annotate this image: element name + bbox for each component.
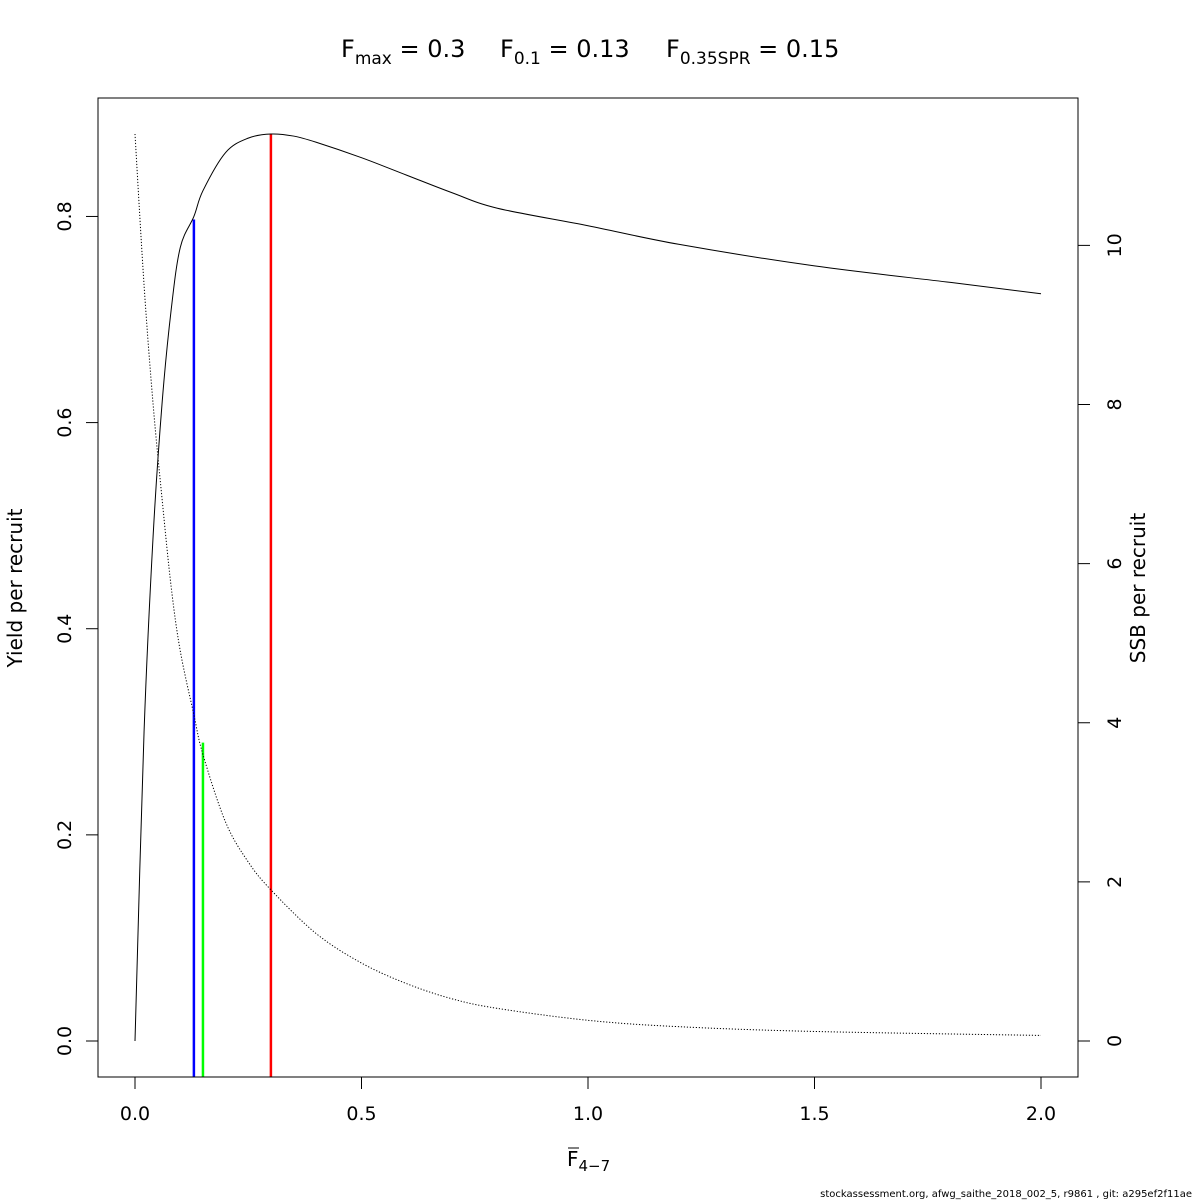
y-left-tick-label: 0.8 bbox=[54, 201, 76, 231]
title-fmax-symbol: F bbox=[341, 35, 355, 63]
y-left-tick-label: 0.4 bbox=[54, 614, 76, 644]
y-right-tick-label: 8 bbox=[1104, 398, 1126, 410]
plot-frame bbox=[97, 97, 1079, 1078]
y-axis-left: 0.0 0.2 0.4 0.6 0.8 bbox=[54, 201, 99, 1056]
y-left-tick-label: 0.0 bbox=[54, 1026, 76, 1056]
x-tick-label: 0.5 bbox=[346, 1103, 376, 1125]
title-f01-symbol: F bbox=[500, 35, 514, 63]
chart-title: Fmax = 0.3 F0.1 = 0.13 F0.35SPR = 0.15 bbox=[341, 35, 839, 69]
y-axis-right-label: SSB per recruit bbox=[1126, 513, 1150, 664]
x-axis-label-sub: 4−7 bbox=[579, 1157, 611, 1175]
y-axis-left-label: Yield per recruit bbox=[3, 508, 27, 668]
x-tick-label: 1.5 bbox=[799, 1103, 829, 1125]
title-f01-sub: 0.1 bbox=[514, 49, 541, 69]
y-right-tick-label: 4 bbox=[1104, 717, 1126, 729]
title-fspr-symbol: F bbox=[666, 35, 680, 63]
footer-credit: stockassessment.org, afwg_saithe_2018_00… bbox=[820, 1189, 1192, 1200]
y-right-tick-label: 6 bbox=[1104, 558, 1126, 570]
x-axis: 0.0 0.5 1.0 1.5 2.0 bbox=[120, 1076, 1056, 1125]
y-right-tick-label: 2 bbox=[1104, 876, 1126, 888]
y-left-tick-label: 0.6 bbox=[54, 407, 76, 437]
series-layer bbox=[134, 133, 1042, 1042]
title-fmax-sub: max bbox=[355, 49, 392, 69]
y-right-tick-label: 0 bbox=[1104, 1035, 1126, 1047]
title-f01-value: = 0.13 bbox=[541, 35, 630, 63]
x-tick-label: 1.0 bbox=[573, 1103, 603, 1125]
y-left-tick-label: 0.2 bbox=[54, 820, 76, 850]
yield-per-recruit-line bbox=[134, 133, 1042, 1042]
x-tick-label: 0.0 bbox=[120, 1103, 150, 1125]
title-fspr-sub: 0.35SPR bbox=[680, 49, 751, 69]
reference-lines bbox=[192, 134, 273, 1077]
x-axis-label: F4−7 bbox=[567, 1147, 610, 1175]
title-fmax-value: = 0.3 bbox=[392, 35, 466, 63]
x-axis-label-symbol: F bbox=[567, 1147, 579, 1171]
svg-text:F4−7: F4−7 bbox=[567, 1147, 610, 1175]
y-right-tick-label: 10 bbox=[1104, 233, 1126, 257]
y-axis-right: 0 2 4 6 8 10 bbox=[1077, 233, 1126, 1047]
x-tick-label: 2.0 bbox=[1026, 1103, 1056, 1125]
title-fspr-value: = 0.15 bbox=[751, 35, 840, 63]
